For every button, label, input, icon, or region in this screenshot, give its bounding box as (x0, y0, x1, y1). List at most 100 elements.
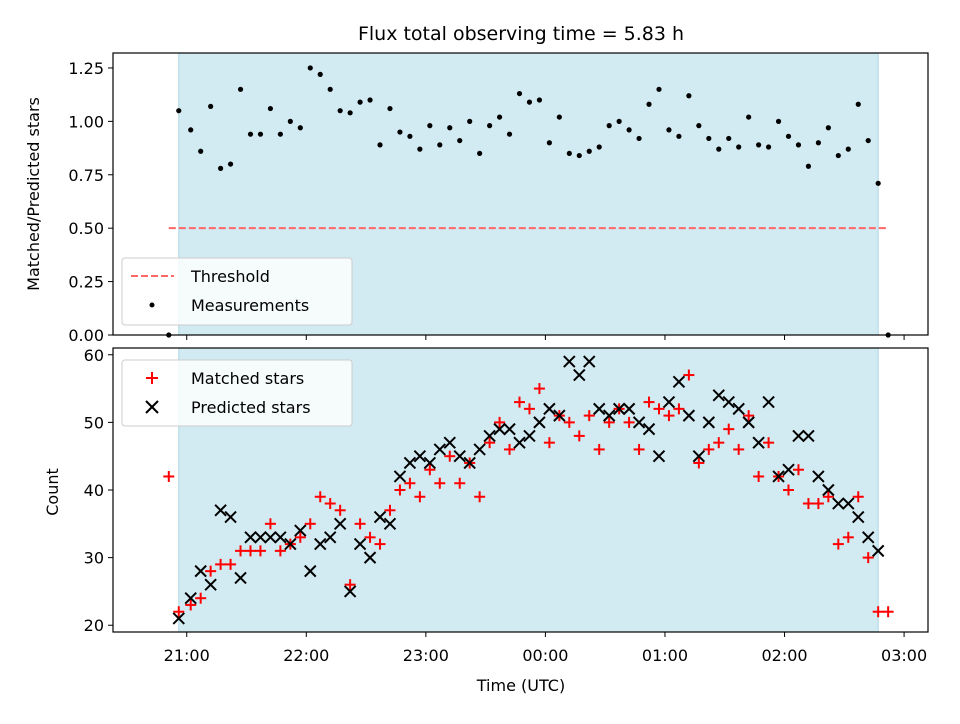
matched-star-point (294, 531, 306, 543)
measurement-point (247, 131, 254, 137)
predicted-star-point (353, 537, 367, 551)
measurements-legend-swatch (149, 302, 155, 308)
matched-star-point (484, 437, 496, 449)
matched-star-point (753, 470, 765, 482)
measurement-point (176, 108, 182, 114)
matched-stars-points (163, 369, 894, 618)
predicted-star-point (692, 449, 706, 463)
measurement-point (765, 144, 772, 150)
predicted-star-point (443, 436, 456, 449)
matched-star-point (514, 396, 526, 408)
measurement-point (636, 135, 642, 142)
measurement-point (616, 118, 622, 124)
matched-star-point (733, 443, 745, 455)
top-measurement-points (166, 65, 891, 338)
measurement-point (726, 135, 732, 142)
predicted-star-point (393, 470, 407, 483)
matched-star-point (713, 437, 725, 449)
matched-star-point (195, 592, 207, 604)
measurement-point (317, 71, 323, 77)
matched-star-point (812, 498, 824, 510)
predicted-star-point (662, 395, 676, 409)
measurement-point (775, 118, 782, 124)
measurement-point (845, 146, 851, 152)
measurement-point (227, 161, 234, 167)
predicted-star-point (871, 544, 885, 558)
matched-star-point (354, 518, 366, 530)
top-axis-ticks: 0.00 0.25 0.50 0.75 1.00 1.25 (68, 59, 905, 345)
y-tick-label: 1.00 (68, 112, 104, 131)
y-tick-label: 30 (84, 549, 104, 568)
bottom-legend-box (121, 359, 353, 427)
measurement-point (526, 99, 533, 105)
measurement-point (387, 105, 393, 112)
measurement-point (756, 142, 762, 148)
matched-star-point (543, 437, 555, 449)
predicted-star-point (852, 510, 865, 524)
y-tick-label: 50 (84, 413, 104, 432)
matched-star-point (424, 464, 436, 476)
matched-star-point (852, 491, 864, 503)
measurement-point (656, 86, 662, 92)
measurement-point (218, 165, 224, 171)
measurement-point (606, 123, 612, 129)
measurement-point (417, 146, 423, 152)
matched-star-point (563, 416, 575, 428)
matched-star-point (703, 443, 715, 455)
measurement-point (277, 131, 283, 137)
bottom-axes-frame (112, 347, 929, 633)
bottom-axis-ticks: 21:00 22:00 23:00 00:00 01:00 02:00 03:00 20 30 4… (84, 346, 928, 665)
predicted-star-point (264, 531, 277, 544)
y-tick-label: 0.00 (68, 326, 104, 345)
predicted-star-point (573, 368, 586, 382)
measurement-point (357, 99, 363, 105)
measurement-point (746, 114, 752, 120)
top-legend: Threshold Measurements (121, 257, 353, 326)
predicted-star-point (503, 422, 516, 436)
predicted-star-point (752, 436, 765, 449)
predicted-star-point (523, 429, 536, 443)
matched-star-point (693, 457, 705, 469)
predicted-star-point (254, 531, 267, 544)
matched-star-point (163, 470, 175, 482)
measurement-point (427, 123, 433, 129)
matched-star-point (862, 552, 874, 564)
measurement-point (496, 114, 503, 120)
predicted-star-point (234, 571, 247, 585)
measurement-point (586, 148, 592, 154)
matched-star-point (802, 498, 814, 510)
matched-star-point (653, 403, 665, 415)
matched-star-point (743, 410, 755, 422)
predicted-star-point (682, 409, 696, 422)
matched-star-point (603, 416, 615, 428)
predicted-star-point (304, 564, 317, 578)
matched-star-point (583, 410, 595, 422)
predicted-star-point (284, 537, 297, 551)
measurement-point (516, 90, 523, 97)
measurement-point (736, 144, 742, 150)
y-tick-label: 1.25 (68, 59, 104, 78)
measurement-point (477, 150, 483, 157)
predicted-star-point (214, 504, 227, 517)
matched-star-point (314, 491, 326, 503)
measurement-point (467, 118, 473, 124)
predicted-star-point (373, 510, 387, 524)
x-tick-label: 03:00 (881, 646, 927, 665)
matched-star-point (344, 579, 356, 591)
matched-star-point (683, 369, 695, 381)
measurement-point (367, 97, 373, 103)
x-tick-label: 01:00 (642, 646, 688, 665)
predicted-star-point (513, 436, 526, 449)
measurement-point (377, 142, 383, 148)
predicted-star-point (423, 456, 437, 470)
measurement-point (546, 140, 552, 146)
measurement-point (287, 118, 293, 124)
predicted-star-point (632, 416, 646, 429)
predicted-star-point (862, 531, 875, 544)
predicted-star-point (782, 463, 795, 476)
measurement-point (347, 110, 353, 116)
matched-star-point (832, 538, 844, 550)
measurement-point (447, 125, 453, 131)
matched-star-point (235, 545, 247, 557)
predicted-star-point (403, 456, 417, 470)
